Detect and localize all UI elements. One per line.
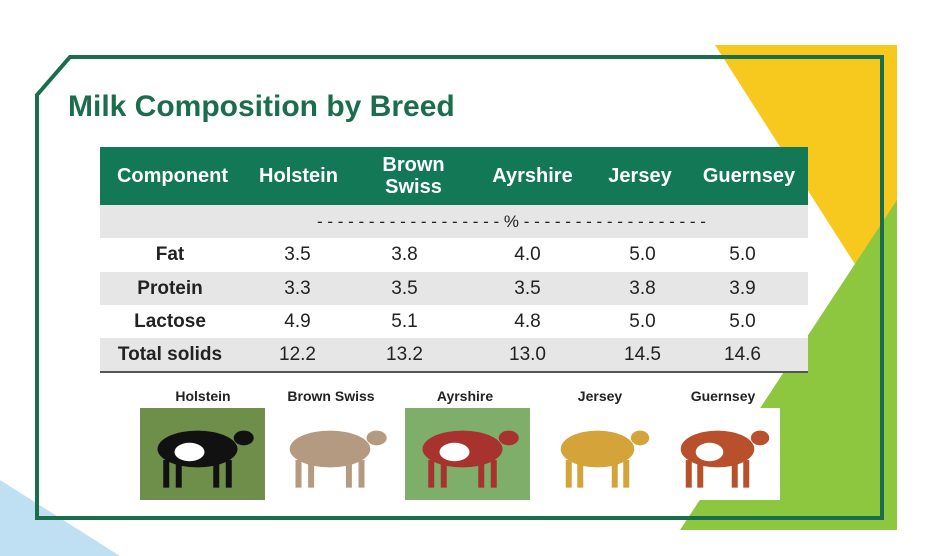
cow-head — [750, 430, 770, 446]
table-cell: 5.0 — [629, 310, 656, 332]
cow-patch — [575, 442, 604, 462]
image-caption: Ayrshire — [436, 388, 494, 404]
cow-head — [630, 430, 650, 446]
table-row — [100, 272, 808, 305]
table-cell: 3.8 — [629, 277, 656, 299]
cow-leg — [295, 460, 302, 488]
cow-patch — [174, 442, 205, 462]
table-cell: 5.0 — [629, 243, 656, 265]
table-cell: 4.0 — [514, 243, 541, 265]
cow-head — [233, 430, 254, 446]
cow-leg — [731, 460, 738, 488]
image-caption: Brown Swiss — [287, 388, 375, 404]
cow-leg — [685, 460, 692, 488]
title: Milk Composition by Breed — [68, 90, 455, 123]
table-bottom-border — [100, 371, 808, 373]
table-cell: 14.5 — [624, 343, 661, 365]
cow-leg — [308, 460, 315, 488]
table-row — [100, 305, 808, 338]
cow-head — [366, 430, 387, 446]
cow-leg — [697, 460, 704, 488]
cow-leg — [428, 460, 435, 488]
cow-patch — [306, 442, 338, 462]
table-cell: 12.2 — [279, 343, 316, 365]
table-cell: 5.0 — [729, 310, 756, 332]
table-cell: 5.0 — [729, 243, 756, 265]
table-cell: 4.9 — [284, 310, 311, 332]
row-label: Lactose — [134, 310, 206, 332]
table-cell: 14.6 — [724, 343, 761, 365]
table-cell: 13.0 — [509, 343, 546, 365]
cow-leg — [577, 460, 584, 488]
table-cell: 4.8 — [514, 310, 541, 332]
cow-leg — [743, 460, 750, 488]
table-cell: 5.1 — [391, 310, 418, 332]
cow-leg — [213, 460, 220, 488]
row-label: Fat — [155, 243, 185, 265]
image-caption: Holstein — [175, 388, 231, 404]
table-cell: 3.9 — [729, 277, 756, 299]
cow-leg — [565, 460, 572, 488]
cow-leg — [358, 460, 365, 488]
cow-patch — [695, 442, 724, 462]
cow-leg — [175, 460, 182, 488]
cow-head — [498, 430, 519, 446]
table-row — [100, 338, 808, 371]
table-row — [100, 238, 808, 271]
frame — [35, 55, 884, 520]
image-caption: Guernsey — [690, 388, 756, 404]
cow-leg — [611, 460, 618, 488]
cow-leg — [440, 460, 447, 488]
row-label: Total solids — [117, 343, 223, 365]
column-header: Brown Swiss — [382, 154, 445, 198]
cow-leg — [345, 460, 352, 488]
header-row — [100, 147, 808, 205]
cow-leg — [490, 460, 497, 488]
table-cell: 3.5 — [391, 277, 418, 299]
cow-leg — [478, 460, 485, 488]
cow-leg — [163, 460, 170, 488]
cow-leg — [225, 460, 232, 488]
image-caption: Jersey — [577, 388, 623, 404]
cow-patch — [439, 442, 470, 462]
table-cell: 3.3 — [284, 277, 311, 299]
column-header: Guernsey — [702, 165, 796, 187]
table-cell: 3.5 — [284, 243, 311, 265]
table-cell: 3.8 — [391, 243, 418, 265]
column-header: Jersey — [608, 165, 672, 187]
unit-label: - - - - - - - - - - - - - - - - - - % - … — [317, 211, 706, 231]
unit-row — [100, 205, 808, 238]
table-cell: 13.2 — [386, 343, 423, 365]
table-cell: 3.5 — [514, 277, 541, 299]
column-header: Component — [116, 165, 229, 187]
row-label: Protein — [137, 277, 203, 299]
cow-leg — [623, 460, 630, 488]
column-header: Ayrshire — [492, 165, 573, 187]
column-header: Holstein — [259, 165, 338, 187]
